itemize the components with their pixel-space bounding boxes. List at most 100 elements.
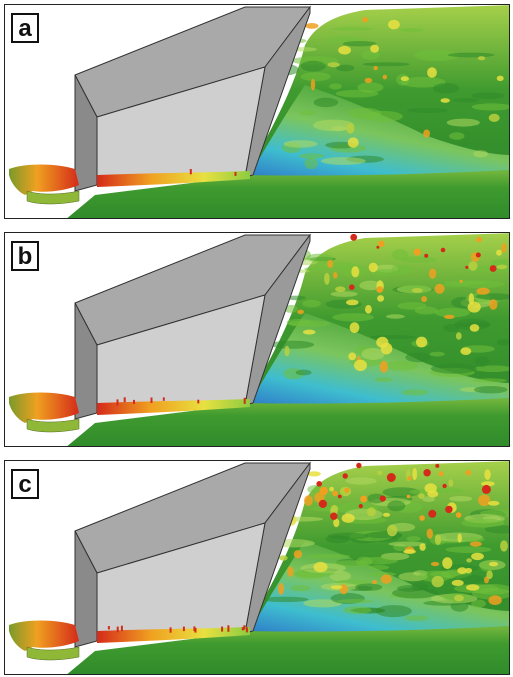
- inlet-jet: [9, 392, 79, 423]
- surface-ripple: [367, 493, 386, 504]
- turbulent-structure: [338, 45, 351, 55]
- turbulent-structure: [370, 44, 379, 53]
- surface-ripple: [382, 487, 421, 498]
- turbulent-structure: [484, 469, 491, 480]
- surface-ripple: [306, 253, 334, 263]
- surface-ripple: [332, 26, 375, 31]
- surface-ripple: [305, 553, 351, 559]
- surface-ripple: [471, 92, 505, 100]
- surface-ripple: [299, 110, 316, 116]
- droplet: [428, 509, 437, 518]
- surface-ripple: [342, 41, 377, 47]
- turbulent-structure: [339, 584, 349, 595]
- droplet: [316, 481, 323, 487]
- surface-ripple: [303, 599, 343, 608]
- turbulent-structure: [448, 479, 454, 487]
- jet-spike: [221, 626, 224, 632]
- turbulent-structure: [277, 583, 285, 595]
- turbulent-structure: [496, 264, 508, 270]
- turbulent-structure: [454, 594, 464, 602]
- surface-ripple: [443, 283, 468, 288]
- turbulent-structure: [442, 557, 453, 569]
- turbulent-structure: [451, 579, 464, 586]
- jet-spike: [120, 625, 123, 632]
- panel-label-a: a: [11, 13, 39, 43]
- turbulent-structure: [478, 494, 491, 506]
- turbulent-structure: [354, 359, 367, 371]
- turbulent-structure: [333, 272, 338, 279]
- jet-spike: [234, 171, 237, 176]
- droplet: [350, 233, 358, 241]
- surface-ripple: [430, 363, 477, 374]
- inlet-jet: [9, 164, 79, 195]
- surface-ripple: [386, 314, 405, 319]
- turbulent-structure: [500, 540, 508, 552]
- surface-ripple: [371, 269, 398, 277]
- jet-spike: [243, 397, 246, 404]
- turbulent-structure: [501, 243, 507, 253]
- droplet: [378, 240, 385, 247]
- surface-ripple: [461, 518, 505, 528]
- droplet: [386, 473, 396, 482]
- surface-ripple: [361, 348, 385, 360]
- turbulent-structure: [468, 261, 478, 271]
- turbulent-structure: [335, 286, 346, 292]
- surface-ripple: [330, 291, 358, 297]
- turbulent-structure: [310, 78, 316, 91]
- surface-ripple: [475, 293, 509, 300]
- jet-streak: [97, 399, 250, 415]
- turbulent-structure: [427, 490, 439, 498]
- panel-c: c: [4, 460, 510, 675]
- surface-ripple: [355, 583, 383, 591]
- surface-ripple: [364, 110, 403, 122]
- turbulent-structure: [455, 332, 462, 340]
- surface-ripple: [491, 258, 509, 266]
- surface-ripple: [461, 536, 485, 543]
- turbulent-structure: [428, 268, 437, 279]
- turbulent-foam: [250, 85, 509, 176]
- surface-ripple: [400, 256, 437, 263]
- surface-ripple: [405, 352, 431, 363]
- surface-ripple: [387, 500, 406, 512]
- surface-ripple: [315, 261, 356, 270]
- droplet: [445, 505, 453, 514]
- surface-ripple: [471, 103, 509, 111]
- turbulent-structure: [372, 579, 378, 585]
- droplet: [406, 494, 411, 499]
- surface-ripple: [367, 565, 390, 570]
- droplet: [475, 252, 481, 258]
- surface-ripple: [473, 150, 488, 158]
- turbulent-structure: [469, 324, 480, 332]
- turbulent-structure: [377, 470, 383, 476]
- jet-spike: [245, 627, 248, 633]
- surface-ripple: [375, 605, 412, 618]
- turbulent-structure: [464, 567, 473, 574]
- droplet: [489, 265, 497, 272]
- turbulent-structure: [486, 570, 493, 580]
- turbulent-structure: [303, 329, 316, 335]
- surface-ripple: [269, 340, 315, 349]
- droplet: [465, 469, 472, 476]
- turbulent-structure: [427, 67, 437, 78]
- inlet-jet-lower: [26, 190, 80, 205]
- turbulent-structure: [284, 345, 290, 357]
- surface-ripple: [320, 157, 366, 165]
- turbulent-structure: [423, 129, 430, 138]
- turbulent-structure: [341, 513, 355, 523]
- surface-ripple: [454, 318, 491, 331]
- droplet: [349, 284, 355, 290]
- turbulent-structure: [307, 471, 321, 477]
- droplet: [342, 473, 348, 479]
- droplet: [379, 495, 386, 502]
- droplet: [423, 469, 431, 477]
- surface-ripple: [304, 157, 318, 170]
- jet-spike: [243, 625, 246, 630]
- surface-ripple: [397, 302, 427, 310]
- surface-ripple: [374, 377, 393, 382]
- droplet: [455, 512, 462, 518]
- surface-ripple: [337, 599, 373, 604]
- surface-ripple: [329, 570, 351, 582]
- droplet: [356, 462, 362, 469]
- droplet: [419, 515, 425, 521]
- jet-streak: [97, 627, 250, 643]
